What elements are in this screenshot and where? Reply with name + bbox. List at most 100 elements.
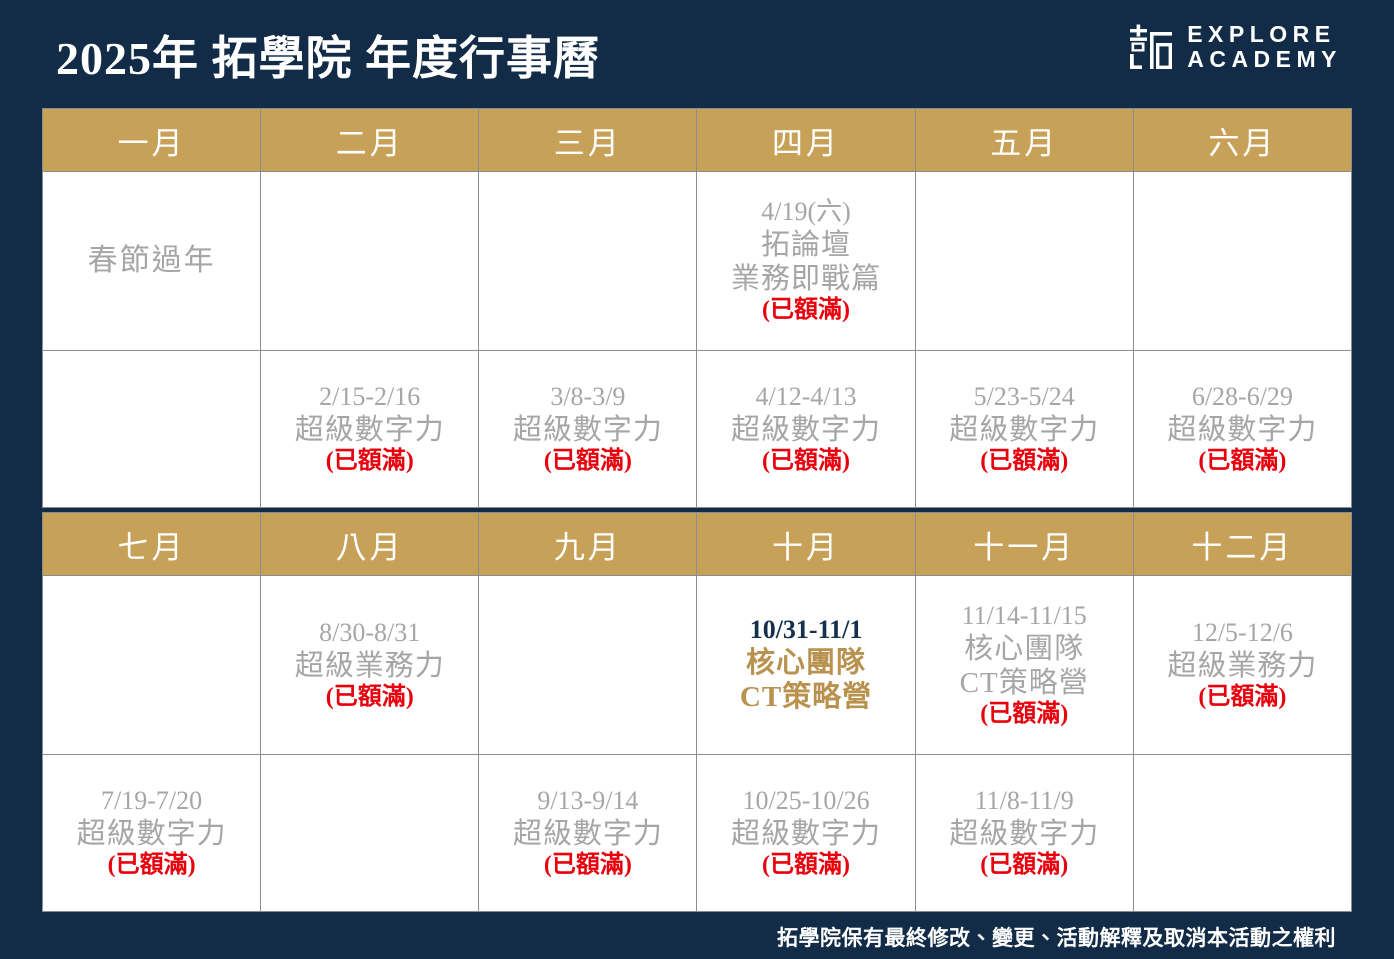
disclaimer-text: 拓學院保有最終修改、變更、活動解釋及取消本活動之權利 — [777, 926, 1336, 950]
event-cell[interactable]: 11/14-11/15 核心團隊 CT策略營 (已額滿) — [914, 575, 1134, 755]
brand-wordmark: EXPLORE ACADEMY — [1187, 22, 1342, 72]
event-row: 2/15-2/16 超級數字力 (已額滿) 3/8-3/9 超級數字力 (已額滿) 4/… — [41, 350, 1353, 508]
event-text-line: 12/5-12/6 — [1191, 618, 1293, 648]
event-text-line: 4/19(六) — [761, 197, 851, 227]
event-text-line: 3/8-3/9 — [550, 382, 626, 412]
event-cell[interactable]: 4/19(六) 拓論壇 業務即戰篇 (已額滿) — [696, 171, 916, 351]
status-badge-full: (已額滿) — [325, 448, 414, 475]
event-cell[interactable] — [41, 350, 262, 508]
status-badge-full: (已額滿) — [762, 297, 851, 324]
status-badge-full: (已額滿) — [543, 852, 632, 879]
status-badge-full: (已額滿) — [762, 852, 851, 879]
month-header-cell: 十二月 — [1132, 512, 1353, 576]
event-text-line: 拓論壇 — [761, 228, 852, 261]
month-header-cell: 十一月 — [914, 512, 1134, 576]
month-header-cell: 七月 — [41, 512, 262, 576]
event-cell[interactable] — [1132, 754, 1353, 912]
event-cell[interactable] — [260, 754, 480, 912]
event-row: 7/19-7/20 超級數字力 (已額滿) 9/13-9/14 超級數字力 (已額滿) … — [41, 754, 1353, 912]
event-text-line: CT策略營 — [959, 667, 1089, 700]
calendar-body-first-half: 春節過年 4/19(六) 拓論壇 業務即戰篇 (已額滿) 2/15-2/16 超級數字力… — [41, 171, 1353, 508]
event-row: 8/30-8/31 超級業務力 (已額滿) 10/31-11/1 核心團隊 CT策略營 … — [41, 575, 1353, 755]
event-text-line: 業務即戰篇 — [731, 263, 882, 296]
event-cell[interactable]: 9/13-9/14 超級數字力 (已額滿) — [478, 754, 698, 912]
status-badge-full: (已額滿) — [762, 448, 851, 475]
month-header-cell: 二月 — [260, 108, 480, 172]
event-cell[interactable] — [1132, 171, 1353, 351]
status-badge-full: (已額滿) — [1198, 448, 1287, 475]
month-header-row: 一月 二月 三月 四月 五月 六月 — [41, 108, 1353, 172]
event-cell[interactable]: 8/30-8/31 超級業務力 (已額滿) — [260, 575, 480, 755]
event-text-line: 超級數字力 — [294, 414, 445, 447]
month-header-cell: 六月 — [1132, 108, 1353, 172]
event-text-line: 5/23-5/24 — [973, 382, 1075, 412]
brand-line-academy: ACADEMY — [1187, 45, 1342, 72]
brand-line-explore: EXPLORE — [1187, 21, 1336, 47]
event-detail: 10/25-10/26 超級數字力 (已額滿) — [703, 786, 908, 879]
event-cell[interactable] — [478, 171, 698, 351]
month-header-cell: 五月 — [914, 108, 1134, 172]
month-header-cell: 三月 — [478, 108, 698, 172]
event-cell[interactable]: 11/8-11/9 超級數字力 (已額滿) — [914, 754, 1134, 912]
calendar-body-second-half: 8/30-8/31 超級業務力 (已額滿) 10/31-11/1 核心團隊 CT策略營 … — [41, 575, 1353, 912]
event-text-line: 7/19-7/20 — [101, 786, 203, 816]
event-cell[interactable]: 4/12-4/13 超級數字力 (已額滿) — [696, 350, 916, 508]
event-cell[interactable]: 12/5-12/6 超級業務力 (已額滿) — [1132, 575, 1353, 755]
event-cell[interactable]: 5/23-5/24 超級數字力 (已額滿) — [914, 350, 1134, 508]
month-header-cell: 四月 — [696, 108, 916, 172]
event-cell[interactable] — [478, 575, 698, 755]
event-detail: 春節過年 — [49, 243, 254, 278]
event-text-line: 超級數字力 — [731, 414, 882, 447]
event-cell[interactable]: 10/25-10/26 超級數字力 (已額滿) — [696, 754, 916, 912]
month-header-row: 七月 八月 九月 十月 十一月 十二月 — [41, 512, 1353, 576]
page-footer: 拓學院保有最終修改、變更、活動解釋及取消本活動之權利 — [0, 916, 1394, 959]
event-cell[interactable] — [260, 171, 480, 351]
event-detail: 12/5-12/6 超級業務力 (已額滿) — [1140, 618, 1345, 711]
event-text-line: 超級數字力 — [731, 818, 882, 851]
event-text-line: 超級業務力 — [1167, 650, 1318, 683]
tuo-logo-icon — [1130, 24, 1173, 69]
page-title: 2025年 拓學院 年度行事曆 — [56, 33, 600, 84]
event-row: 春節過年 4/19(六) 拓論壇 業務即戰篇 (已額滿) — [41, 171, 1353, 351]
event-text-line: 超級業務力 — [294, 650, 445, 683]
event-text-line: 11/8-11/9 — [974, 786, 1074, 816]
month-header-cell: 十月 — [696, 512, 916, 576]
event-text-line: 11/14-11/15 — [961, 601, 1087, 631]
event-text-line: 超級數字力 — [512, 818, 663, 851]
event-detail: 11/14-11/15 核心團隊 CT策略營 (已額滿) — [922, 601, 1127, 728]
month-header-cell: 八月 — [260, 512, 480, 576]
event-detail: 3/8-3/9 超級數字力 (已額滿) — [485, 382, 690, 475]
event-detail: 5/23-5/24 超級數字力 (已額滿) — [922, 382, 1127, 475]
month-header-cell: 一月 — [41, 108, 262, 172]
event-text-line: 超級數字力 — [512, 414, 663, 447]
event-detail: 6/28-6/29 超級數字力 (已額滿) — [1140, 382, 1345, 475]
calendar-header-second-half: 七月 八月 九月 十月 十一月 十二月 — [41, 512, 1353, 576]
calendar-header-first-half: 一月 二月 三月 四月 五月 六月 — [41, 108, 1353, 172]
event-text-line: 超級數字力 — [76, 818, 227, 851]
event-detail: 7/19-7/20 超級數字力 (已額滿) — [49, 786, 254, 879]
event-text-line: 核心團隊 — [964, 632, 1085, 665]
event-cell[interactable]: 春節過年 — [41, 171, 262, 351]
event-text-line: 6/28-6/29 — [1191, 382, 1293, 412]
event-text-line: 超級數字力 — [1167, 414, 1318, 447]
event-cell[interactable]: 3/8-3/9 超級數字力 (已額滿) — [478, 350, 698, 508]
event-cell-highlighted[interactable]: 10/31-11/1 核心團隊 CT策略營 — [696, 575, 916, 755]
status-badge-full: (已額滿) — [980, 852, 1069, 879]
event-detail: 8/30-8/31 超級業務力 (已額滿) — [267, 618, 472, 711]
event-detail: 4/19(六) 拓論壇 業務即戰篇 (已額滿) — [703, 197, 908, 324]
event-text-line: 10/25-10/26 — [742, 786, 870, 816]
status-badge-full: (已額滿) — [980, 448, 1069, 475]
event-cell[interactable] — [914, 171, 1134, 351]
event-text-line: 超級數字力 — [949, 414, 1100, 447]
event-text-line: 超級數字力 — [949, 818, 1100, 851]
page-header: 2025年 拓學院 年度行事曆 EXPLORE ACADEMY — [0, 0, 1394, 104]
brand-logo: EXPLORE ACADEMY — [1129, 22, 1342, 72]
event-cell[interactable]: 2/15-2/16 超級數字力 (已額滿) — [260, 350, 480, 508]
status-badge-full: (已額滿) — [543, 448, 632, 475]
event-cell[interactable]: 6/28-6/29 超級數字力 (已額滿) — [1132, 350, 1353, 508]
event-detail: 2/15-2/16 超級數字力 (已額滿) — [267, 382, 472, 475]
event-text-line: CT策略營 — [739, 681, 873, 714]
event-cell[interactable] — [41, 575, 262, 755]
event-cell[interactable]: 7/19-7/20 超級數字力 (已額滿) — [41, 754, 262, 912]
